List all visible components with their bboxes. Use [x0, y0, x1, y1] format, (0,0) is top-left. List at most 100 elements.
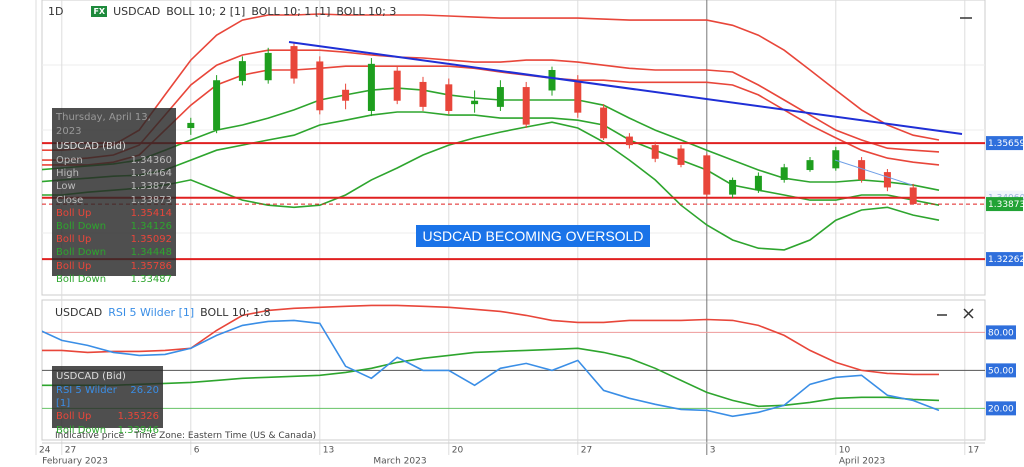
boll-lower	[42, 347, 940, 408]
boll-upper	[42, 13, 940, 151]
panel-row: Boll Up 1.35786	[56, 260, 172, 273]
candle-body	[548, 69, 556, 91]
candle-body	[832, 150, 840, 169]
panel-value: 26.20	[130, 385, 159, 396]
panel-row: Low 1.33872	[56, 180, 172, 193]
x-tick-label: 27	[65, 446, 76, 456]
candle-body	[496, 87, 504, 107]
panel-label: Boll Up	[56, 260, 92, 272]
price-tag	[986, 136, 1023, 151]
symbol: USDCAD	[113, 5, 161, 18]
panel-label: Boll Up	[56, 234, 92, 246]
rsi-plot	[42, 304, 985, 418]
panel-row: Close 1.33873	[56, 194, 172, 207]
panel-value: 1.34448	[130, 247, 172, 259]
trendline	[834, 159, 913, 186]
panel-label: RSI 5 Wilder [1]	[56, 385, 117, 410]
panel-value: 1.35414	[130, 207, 172, 219]
panel-value: 1.34360	[130, 155, 172, 166]
panel-label: High	[56, 168, 79, 180]
panel-label: Low	[56, 181, 76, 193]
panel-label: Boll Down	[56, 273, 107, 285]
rsi-header: USDCAD RSI 5 Wilder [1] BOLL 10; 1.8	[55, 306, 271, 319]
candle-body	[625, 136, 633, 146]
x-tick-label: 20	[452, 446, 464, 456]
x-tick-label: 3	[710, 446, 716, 456]
candle-body	[677, 148, 685, 165]
panel-row: Boll Down 1.33487	[56, 273, 172, 286]
panel-row: Boll Up 1.35326	[56, 410, 159, 423]
candle-body	[522, 87, 530, 125]
panel-label: Boll Up	[56, 411, 92, 423]
symbol: USDCAD	[55, 306, 103, 319]
panel-value: 1.35326	[117, 411, 159, 423]
info-panel: Thursday, April 13, 2023 USDCAD (Bid) Op…	[52, 108, 176, 285]
candle-body	[703, 155, 711, 195]
panel-title: USDCAD (Bid)	[56, 141, 126, 152]
panel-label: Boll Down	[56, 247, 107, 259]
boll-lower	[42, 111, 940, 206]
x-tick-label: 27	[581, 446, 592, 456]
price-type: Indicative price	[55, 431, 125, 441]
candle-body	[316, 61, 324, 111]
month-label: February 2023	[42, 457, 108, 467]
month-label: March 2023	[373, 457, 426, 467]
close-icon[interactable]	[963, 308, 974, 319]
panel-value: 1.35786	[130, 260, 172, 272]
time-zone: Time Zone: Eastern Time (US & Canada)	[134, 431, 317, 441]
candle-body	[367, 63, 375, 111]
price-tag-label: 1.35659	[988, 139, 1024, 149]
x-tick-label: 17	[968, 446, 979, 456]
candle-body	[419, 81, 427, 107]
price-pane	[41, 0, 986, 296]
panel-label: Boll Down	[56, 221, 107, 233]
candle-body	[883, 172, 891, 188]
candle-body	[858, 160, 866, 180]
panel-value: 1.33873	[130, 194, 172, 206]
indicator-name: BOLL 10; 1.8	[200, 306, 271, 319]
panel-date: Thursday, April 13, 2023	[56, 112, 151, 137]
candle-body	[729, 179, 737, 195]
candle-body	[187, 122, 195, 129]
y-tick-label: 20.00	[988, 404, 1014, 414]
panel-row: Boll Down 1.33946	[56, 424, 159, 437]
panel-row: Boll Up 1.35414	[56, 207, 172, 220]
panel-value: 1.33946	[117, 424, 159, 436]
candle-body	[238, 61, 246, 81]
boll-lower	[42, 87, 940, 191]
y-tick-label: 50.00	[988, 366, 1014, 376]
price-header: 1D FX USDCAD BOLL 10; 2 [1] BOLL 10; 1 […	[48, 5, 396, 18]
candle-body	[393, 70, 401, 101]
panel-label: Close	[56, 194, 84, 206]
indicator-name: BOLL 10; 1 [1]	[251, 5, 331, 18]
candle-body	[342, 89, 350, 101]
candle-body	[471, 100, 479, 105]
trendline	[288, 41, 963, 135]
candle-body	[264, 52, 272, 81]
annotation: USDCAD BECOMING OVERSOLD	[416, 225, 650, 247]
price-tag-label: 1.33873	[988, 200, 1024, 210]
rsi-line	[42, 319, 940, 418]
month-label: April 2023	[839, 457, 885, 467]
boll-upper	[42, 49, 940, 161]
timeframe[interactable]: 1D	[48, 5, 64, 18]
y-tick-box	[986, 401, 1016, 416]
axis: 24276132027310171.356591.340601.338731.3…	[39, 136, 1024, 456]
panel-row: RSI 5 Wilder [1] 26.20	[56, 384, 159, 410]
x-tick-label: 6	[194, 446, 200, 456]
candle-body	[806, 160, 814, 171]
panel-title: USDCAD (Bid)	[56, 371, 126, 382]
candle-body	[290, 46, 298, 79]
x-tick-label: 10	[839, 446, 851, 456]
close-stroke[interactable]	[963, 308, 974, 319]
trendlines	[288, 41, 963, 186]
panel-row: Open 1.34360	[56, 154, 172, 167]
x-tick-label: 24	[39, 446, 51, 456]
panel-row: Boll Up 1.35092	[56, 233, 172, 246]
panel-value: 1.35092	[130, 234, 172, 246]
panel-label: Open	[56, 155, 83, 166]
price-tag	[986, 197, 1023, 212]
panel-value: 1.34126	[130, 221, 172, 233]
